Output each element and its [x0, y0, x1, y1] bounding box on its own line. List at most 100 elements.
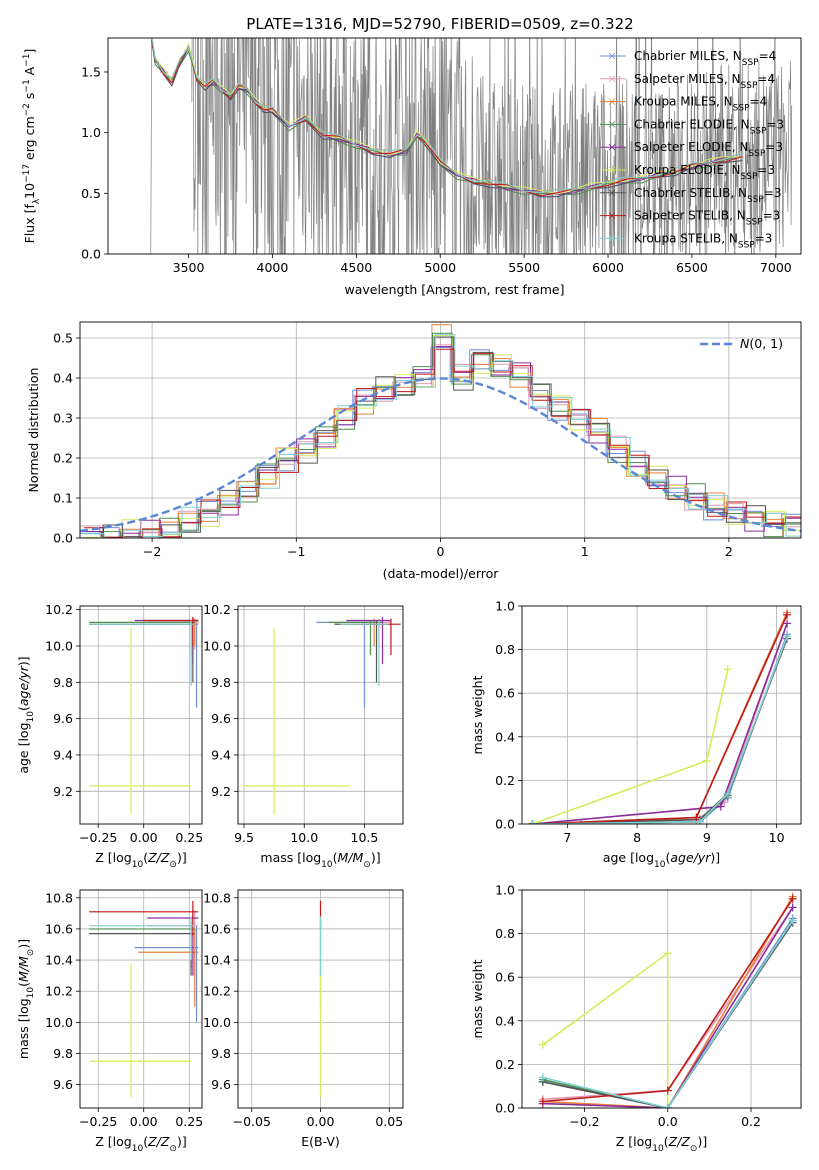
tick-label-y: 1.0: [495, 599, 515, 614]
tick-label-y: 1.0: [495, 883, 515, 898]
legend-entry: N(0, 1): [740, 336, 783, 351]
label-part: =3: [763, 209, 781, 223]
label-part: ⊙: [363, 860, 371, 870]
legend-entry: Salpeter ELODIE, NSSP=3: [634, 140, 783, 159]
legend-entry: Salpeter MILES, NSSP=4: [634, 72, 775, 91]
tick-label-y: 9.4: [211, 747, 231, 762]
legend-marker: [608, 98, 616, 105]
label-part: λ: [32, 198, 42, 204]
point-marker: [783, 619, 792, 628]
plot-area-spectrum: [109, 38, 793, 254]
plot-area-massweight-vs-Z: [538, 892, 797, 1108]
tick-label-x: 10.0: [290, 830, 318, 845]
tick-label-x: −0.25: [79, 1114, 117, 1129]
tick-label-y: 9.4: [53, 747, 73, 762]
tick-label-y: 0.4: [495, 1013, 515, 1028]
label-part: 10: [652, 1144, 664, 1154]
x-axis-label: Z [log10(Z/Z⊙)]: [616, 1134, 707, 1154]
axes-frame: [237, 605, 404, 825]
label-part: age/yr: [16, 665, 31, 706]
tick-label-y: 0.2: [495, 1057, 515, 1072]
tick-label-y: 9.2: [53, 784, 73, 799]
label-part: SSP: [746, 218, 763, 228]
point-marker: [663, 1086, 672, 1095]
label-part: )]: [697, 1134, 707, 1149]
tick-label-y: 10.0: [203, 1015, 231, 1030]
label-part: Kroupa STELIB, N: [634, 231, 738, 245]
tick-label-y: 9.8: [53, 1046, 73, 1061]
plot-area-age-vs-Z: [89, 616, 199, 815]
label-part: )]: [16, 939, 31, 949]
tick-label-y: 10.6: [203, 921, 231, 936]
point-marker: [788, 903, 797, 912]
point-marker: [538, 1097, 547, 1106]
tick-label-x: 2: [725, 544, 733, 559]
label-part: Salpeter MILES, N: [634, 72, 741, 86]
label-part: mass [log: [16, 998, 31, 1059]
tick-label-y: 10.2: [45, 984, 73, 999]
panel-age-vs-mass: 9.5 10.0 10.5 9.2 9.4 9.6 9.8 10.0 10.2 mass [log…: [203, 602, 404, 870]
tick-label-x: −0.2: [569, 1114, 599, 1129]
label-part: 10: [26, 711, 36, 723]
tick-label-y: 9.6: [53, 1077, 73, 1092]
x-axis-label: E(B-V): [301, 1134, 340, 1149]
label-part: =4: [759, 49, 777, 63]
point-marker: [692, 813, 701, 822]
tick-label-y: 0.8: [495, 926, 515, 941]
tick-label-x: 9: [703, 830, 711, 845]
legend-marker: [608, 166, 616, 174]
tick-label-y: 9.8: [211, 1046, 231, 1061]
tick-label-y: 0.3: [53, 411, 73, 426]
panel-massweight-vs-Z: −0.2 0.0 0.2 0.0 0.2 0.4 0.6 0.8 1.0 Z [log10(Z/Z…: [470, 883, 802, 1154]
tick-label-y: 0.5: [53, 331, 73, 346]
histogram-step: [82, 334, 801, 538]
tick-label-y: 10.8: [203, 890, 231, 905]
label-part: (: [665, 850, 670, 865]
tick-label-y: 10.0: [45, 638, 73, 653]
tick-label-x: 6000: [592, 260, 624, 275]
label-part: Kroupa ELODIE, N: [634, 163, 741, 177]
label-part: SSP: [750, 126, 767, 136]
plot-area-residuals: [80, 324, 801, 538]
tick-label-y: 0.0: [81, 247, 101, 262]
tick-label-x: 5500: [508, 260, 540, 275]
label-part: M/M: [16, 956, 31, 982]
tick-label-x: 0.00: [307, 1114, 335, 1129]
label-part: =4: [757, 72, 775, 86]
label-part: 10: [654, 860, 666, 870]
label-part: )]: [16, 656, 31, 666]
tick-label-x: −2: [143, 544, 161, 559]
label-part: −1: [22, 79, 32, 92]
tick-label-y: 10.4: [203, 953, 231, 968]
axes-frame: [79, 321, 802, 539]
tick-label-y: 9.6: [211, 711, 231, 726]
tick-label-y: 9.6: [211, 1077, 231, 1092]
tick-label-y: 10.2: [45, 602, 73, 617]
label-part: Z [log: [95, 850, 131, 865]
y-axis-label: Flux [fλ10−17 erg cm−2 s−1 A−1]: [22, 49, 42, 244]
label-part: )]: [371, 850, 381, 865]
label-part: =4: [750, 95, 768, 109]
tick-label-y: 0.0: [495, 1101, 515, 1116]
tick-label-x: 6500: [676, 260, 708, 275]
tick-label-x: 0.00: [130, 1114, 158, 1129]
tick-label-y: 10.4: [45, 953, 73, 968]
label-part: 10: [132, 1144, 144, 1154]
histogram-step: [83, 336, 801, 538]
tick-label-y: 0.8: [495, 642, 515, 657]
x-axis-label: Z [log10(Z/Z⊙)]: [95, 1134, 186, 1154]
tick-label-x: 1: [581, 544, 589, 559]
tick-label-x: −0.25: [79, 830, 117, 845]
tick-label-x: 0.2: [741, 1114, 761, 1129]
axes-frame: [237, 889, 404, 1109]
point-marker: [783, 610, 792, 619]
y-axis-label: mass weight: [470, 675, 485, 754]
label-part: (0, 1): [749, 336, 783, 351]
label-part: ]: [22, 49, 37, 54]
model-line: [151, 39, 743, 195]
model-line: [151, 40, 743, 198]
legend-entry: Chabrier STELIB, NSSP=3: [634, 186, 782, 205]
tick-label-x: 0.05: [375, 1114, 403, 1129]
tick-label-x: 0.25: [175, 1114, 203, 1129]
